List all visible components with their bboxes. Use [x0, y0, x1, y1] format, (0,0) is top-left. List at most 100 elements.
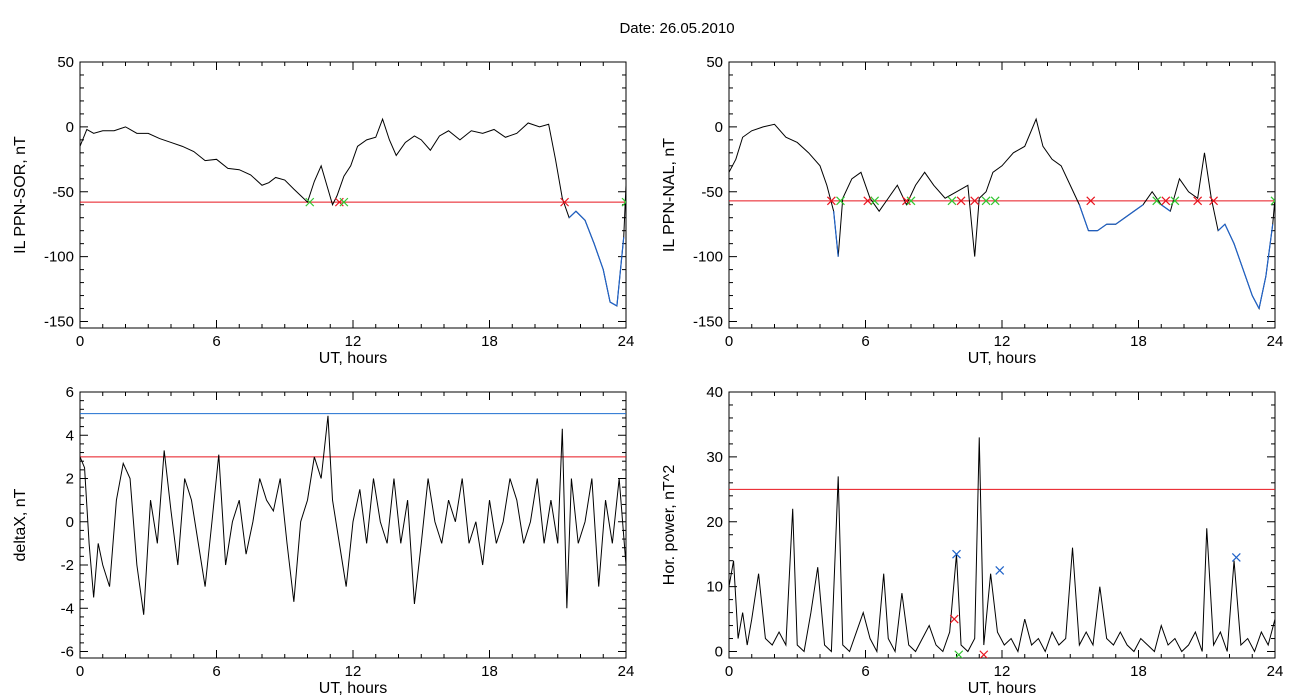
marker-stroke — [836, 196, 845, 206]
marker-stroke — [981, 196, 991, 206]
series-line — [80, 117, 626, 307]
crossing-marker-red — [863, 196, 873, 206]
x-tick-label: 24 — [618, 663, 635, 680]
crossing-marker-red — [1193, 196, 1203, 206]
series-below-segment — [1242, 269, 1253, 296]
series-below-segment — [1217, 223, 1226, 232]
crossing-marker-blue — [995, 565, 1005, 575]
series-below-segment — [584, 220, 595, 244]
crossing-marker-green — [990, 196, 1000, 206]
x-tick-label: 12 — [994, 663, 1011, 680]
y-tick-label: 50 — [57, 54, 74, 71]
plot-area — [80, 117, 626, 307]
plot-frame — [728, 391, 1276, 659]
plot-area — [729, 437, 1275, 658]
y-tick-label: 0 — [715, 644, 723, 661]
crossing-marker-red — [1086, 196, 1096, 206]
crossing-marker-red — [1161, 196, 1171, 206]
series-below-segment — [616, 237, 625, 307]
crossing-marker-green — [1270, 196, 1275, 206]
x-tick-label: 18 — [1130, 663, 1147, 680]
series-below-segment — [609, 301, 618, 307]
chart-panel-2: 0 6 12 18 24 50 0 -50 -100 -150 UT, hours IL PPN-NA… — [661, 54, 1283, 367]
x-axis-label: UT, hours — [319, 350, 387, 367]
x-tick-label: 0 — [76, 663, 84, 680]
plot-area — [80, 413, 626, 615]
crossing-marker-green — [339, 197, 349, 207]
y-tick-label: 20 — [706, 514, 723, 531]
y-tick-label: 50 — [706, 54, 723, 71]
y-tick-label: -100 — [44, 249, 74, 266]
marker-stroke — [1193, 196, 1203, 206]
y-tick-label: -50 — [701, 184, 723, 201]
x-tick-label: 24 — [1267, 333, 1284, 350]
series-below-segment — [1133, 204, 1144, 212]
marker-stroke — [826, 196, 836, 206]
marker-stroke — [863, 196, 873, 206]
plot-frame — [79, 61, 627, 329]
y-tick-label: -6 — [61, 644, 74, 661]
marker-stroke — [621, 201, 626, 207]
x-tick-label: 0 — [725, 333, 733, 350]
series-below-segment — [568, 210, 577, 219]
marker-stroke — [339, 197, 349, 207]
marker-stroke — [621, 197, 626, 203]
y-tick-label: -50 — [52, 184, 74, 201]
y-axis-label: IL PPN-NAL, nT — [661, 138, 678, 252]
crossing-marker-green — [870, 196, 880, 206]
y-axis-label: Hor. power, nT^2 — [661, 465, 678, 586]
marker-stroke — [990, 196, 1000, 206]
marker-stroke — [305, 197, 315, 207]
x-tick-label: 0 — [725, 663, 733, 680]
x-tick-label: 6 — [212, 663, 220, 680]
crossing-marker-green — [621, 197, 626, 207]
marker-stroke — [1170, 196, 1180, 206]
crossing-marker-red — [1209, 196, 1218, 206]
crossing-marker-green — [947, 196, 957, 206]
y-tick-label: -2 — [61, 557, 74, 574]
crossing-marker-green — [954, 650, 964, 658]
y-tick-label: -4 — [61, 600, 74, 617]
x-tick-label: 6 — [861, 663, 869, 680]
series-below-segment — [1265, 224, 1274, 277]
marker-stroke — [560, 197, 569, 207]
y-tick-label: 0 — [715, 119, 723, 136]
crossing-marker-green — [305, 197, 315, 207]
crossing-marker-green — [906, 196, 916, 206]
y-axis-label: IL PPN-SOR, nT — [12, 136, 29, 254]
marker-stroke — [1209, 196, 1218, 206]
x-tick-label: 12 — [345, 663, 362, 680]
figure-title: Date: 26.05.2010 — [619, 20, 734, 37]
series-below-segment — [575, 210, 586, 221]
marker-stroke — [995, 565, 1005, 575]
x-tick-label: 18 — [481, 663, 498, 680]
x-tick-label: 12 — [994, 333, 1011, 350]
x-tick-label: 0 — [76, 333, 84, 350]
chart-panel-1: 0 6 12 18 24 50 0 -50 -100 -150 UT, hours IL PPN-SO… — [12, 54, 634, 367]
series-line — [80, 415, 626, 615]
series-below-segment — [1115, 217, 1126, 225]
series-below-segment — [833, 211, 839, 257]
y-tick-label: -100 — [693, 249, 723, 266]
crossing-marker-green — [1152, 196, 1162, 206]
y-tick-label: 0 — [66, 514, 74, 531]
marker-stroke — [947, 196, 957, 206]
marker-stroke — [1270, 199, 1275, 206]
y-tick-label: -150 — [693, 314, 723, 331]
series-below-segment — [602, 269, 611, 303]
marker-stroke — [952, 549, 961, 559]
crossing-marker-red — [560, 197, 569, 207]
marker-stroke — [1152, 196, 1162, 206]
x-axis-label: UT, hours — [319, 680, 387, 697]
marker-stroke — [1161, 196, 1171, 206]
y-tick-label: 0 — [66, 119, 74, 136]
crossing-marker-green — [1170, 196, 1180, 206]
crossing-marker-green — [836, 196, 845, 206]
series-line — [729, 437, 1275, 654]
x-tick-label: 18 — [481, 333, 498, 350]
series-below-segment — [593, 243, 604, 270]
y-tick-label: 2 — [66, 471, 74, 488]
x-tick-label: 24 — [1267, 663, 1284, 680]
crossing-marker-red — [956, 196, 966, 206]
